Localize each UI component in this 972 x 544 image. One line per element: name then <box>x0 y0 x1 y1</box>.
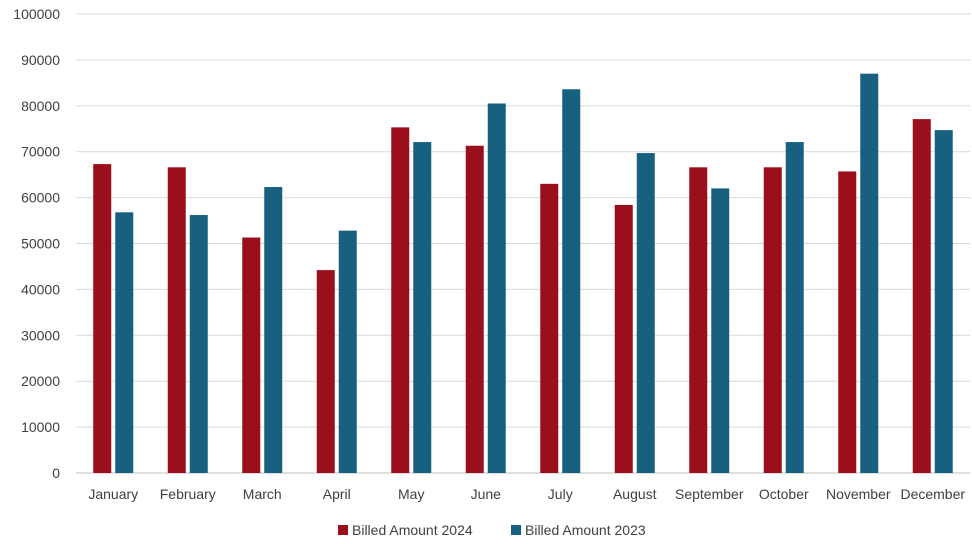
y-tick-label: 90000 <box>21 52 60 68</box>
x-tick-label: February <box>160 486 216 502</box>
legend-label: Billed Amount 2024 <box>352 522 473 538</box>
bar-2024-november <box>838 171 857 473</box>
bar-2024-may <box>391 127 410 474</box>
bars <box>93 73 953 474</box>
y-tick-label: 70000 <box>21 144 60 160</box>
bar-2024-april <box>316 270 335 473</box>
bar-2024-july <box>540 183 559 473</box>
bar-2023-january <box>115 212 134 473</box>
bar-2024-august <box>614 204 633 473</box>
bar-2023-november <box>860 73 879 474</box>
y-tick-label: 40000 <box>21 281 60 297</box>
y-tick-label: 0 <box>52 465 60 481</box>
bar-2024-october <box>763 167 782 473</box>
x-tick-label: September <box>675 486 744 502</box>
bar-2023-december <box>934 130 953 473</box>
bar-2023-august <box>636 153 655 473</box>
bar-2024-march <box>242 237 261 473</box>
y-tick-label: 30000 <box>21 327 60 343</box>
x-tick-label: April <box>323 486 351 502</box>
bar-2024-january <box>93 164 112 473</box>
legend-swatch <box>338 525 348 535</box>
x-tick-label: October <box>759 486 809 502</box>
x-tick-label: May <box>398 486 424 502</box>
x-tick-label: January <box>88 486 138 502</box>
gridlines <box>76 13 970 474</box>
y-tick-label: 60000 <box>21 190 60 206</box>
y-tick-label: 50000 <box>21 236 60 252</box>
legend-swatch <box>511 525 521 535</box>
y-tick-label: 80000 <box>21 98 60 114</box>
y-tick-label: 20000 <box>21 373 60 389</box>
bar-2023-september <box>711 188 730 474</box>
x-tick-label: June <box>471 486 502 502</box>
bar-2024-february <box>167 167 186 473</box>
x-tick-label: August <box>613 486 657 502</box>
x-axis-tick-labels: January February March April May June July Augu… <box>88 486 965 502</box>
x-tick-label: December <box>900 486 965 502</box>
bar-2023-july <box>562 89 581 473</box>
bar-2024-september <box>689 167 708 473</box>
legend: Billed Amount 2024 Billed Amount 2023 <box>338 522 646 538</box>
bar-2024-june <box>465 145 484 473</box>
x-tick-label: March <box>243 486 282 502</box>
x-tick-label: July <box>548 486 573 502</box>
y-tick-label: 10000 <box>21 419 60 435</box>
bar-2023-march <box>264 187 283 473</box>
bar-2023-may <box>413 142 432 473</box>
y-tick-label: 100000 <box>13 6 60 22</box>
legend-label: Billed Amount 2023 <box>525 522 646 538</box>
bar-2023-october <box>785 142 804 473</box>
y-axis-tick-labels: 0 10000 20000 30000 40000 50000 60000 70000 8000… <box>13 6 60 481</box>
x-tick-label: November <box>826 486 891 502</box>
bar-2023-april <box>338 230 357 473</box>
bar-2023-february <box>189 215 208 474</box>
bar-2023-june <box>487 103 506 473</box>
bar-2024-december <box>912 119 931 474</box>
